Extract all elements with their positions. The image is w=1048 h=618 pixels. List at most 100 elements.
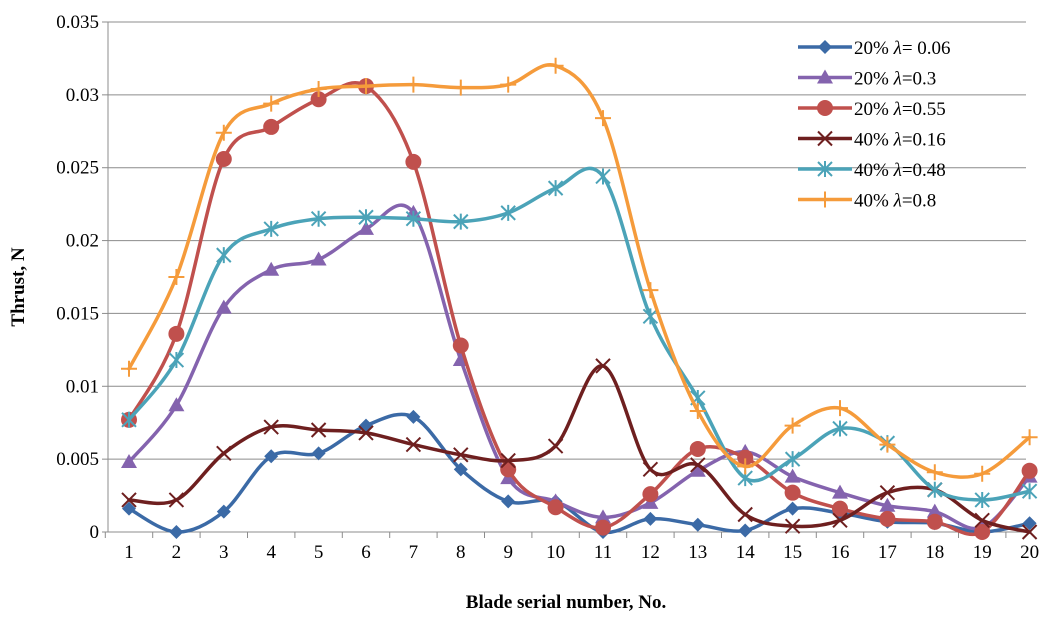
data-point <box>216 247 232 264</box>
legend-label: 20% λ= 0.06 <box>854 38 951 59</box>
data-point <box>453 213 469 230</box>
series-line <box>127 412 1032 535</box>
legend-marker <box>817 100 833 116</box>
data-point <box>121 360 137 377</box>
x-tick-label: 12 <box>641 542 660 563</box>
data-point <box>501 494 516 509</box>
data-point <box>974 465 991 482</box>
data-point <box>926 503 943 518</box>
series-5 <box>121 166 1038 508</box>
data-point <box>263 118 280 135</box>
data-point <box>168 269 185 285</box>
legend-entry: 40% λ=0.8 <box>798 191 936 212</box>
legend-entry: 40% λ=0.48 <box>798 160 946 181</box>
data-point <box>1021 462 1038 479</box>
data-point <box>405 436 422 453</box>
legend-label: 20% λ=0.3 <box>854 69 936 90</box>
data-point <box>784 417 801 434</box>
data-point <box>215 124 232 141</box>
y-tick-label: 0 <box>90 522 100 543</box>
data-point <box>832 400 848 417</box>
x-tick-label: 1 <box>124 542 134 563</box>
data-point <box>1021 524 1038 540</box>
data-point <box>595 168 611 185</box>
data-point <box>926 464 943 481</box>
data-point <box>642 308 659 325</box>
y-axis-title: Thrust, N <box>8 247 29 326</box>
data-point <box>310 91 327 108</box>
data-point <box>737 449 754 466</box>
data-point <box>263 261 280 276</box>
data-point <box>642 461 659 478</box>
legend-entry: 40% λ=0.16 <box>798 130 946 151</box>
y-tick-label: 0.015 <box>56 303 99 324</box>
data-point <box>121 492 137 508</box>
data-point <box>358 78 374 95</box>
x-tick-label: 20 <box>1020 542 1039 563</box>
data-point <box>784 518 801 534</box>
data-point <box>263 419 279 435</box>
data-point <box>500 461 517 478</box>
data-point <box>215 150 232 167</box>
data-point <box>452 337 469 354</box>
x-tick-label: 11 <box>594 542 612 563</box>
data-point <box>832 420 848 437</box>
data-point <box>595 110 611 127</box>
x-tick-label: 8 <box>456 542 466 563</box>
data-point <box>784 484 801 501</box>
data-point <box>689 403 706 420</box>
data-point <box>405 76 422 93</box>
legend-marker <box>817 161 833 177</box>
x-tick-label: 9 <box>503 542 513 563</box>
legend: 20% λ= 0.06 20% λ=0.3 20% λ=0.55 40% λ=0.16… <box>798 38 951 212</box>
data-point <box>974 512 990 529</box>
legend-marker <box>817 130 833 147</box>
data-point <box>168 397 185 412</box>
series-2 <box>121 203 1038 534</box>
data-point <box>737 506 753 523</box>
x-tick-label: 14 <box>736 542 756 563</box>
y-tick-label: 0.02 <box>66 231 99 252</box>
data-point <box>405 153 422 170</box>
data-point <box>832 500 848 517</box>
series-6 <box>121 57 1038 482</box>
series-4 <box>121 358 1038 540</box>
legend-label: 20% λ=0.55 <box>854 99 946 120</box>
data-point <box>974 524 991 540</box>
data-point <box>642 282 659 299</box>
data-point <box>1021 429 1038 446</box>
data-point <box>689 440 706 457</box>
data-point <box>643 511 658 526</box>
data-point <box>121 411 137 428</box>
legend-marker <box>817 69 833 84</box>
data-point <box>500 452 516 469</box>
data-point <box>310 81 327 98</box>
data-point <box>1021 483 1038 500</box>
x-tick-label: 15 <box>783 542 802 563</box>
legend-entry: 20% λ= 0.06 <box>798 38 951 59</box>
x-tick-label: 18 <box>925 542 944 563</box>
data-point <box>453 447 469 463</box>
data-point <box>690 457 706 473</box>
series-line <box>127 63 1032 479</box>
data-point <box>169 525 184 539</box>
x-axis-title: Blade serial number, No. <box>466 592 666 613</box>
data-point <box>689 462 706 477</box>
data-point <box>168 492 185 508</box>
data-point <box>263 220 279 237</box>
data-point <box>927 481 943 498</box>
data-point <box>500 204 516 221</box>
x-tick-label: 13 <box>688 542 707 563</box>
data-point <box>311 446 326 461</box>
data-point <box>879 510 896 527</box>
legend-entry: 20% λ=0.3 <box>798 69 936 90</box>
data-point <box>879 436 896 453</box>
x-tick-label: 4 <box>266 542 276 563</box>
data-point <box>595 358 611 374</box>
x-tick-label: 10 <box>546 542 565 563</box>
x-tick-label: 3 <box>219 542 229 563</box>
x-tick-label: 19 <box>973 542 992 563</box>
data-point <box>263 95 280 112</box>
y-tick-label: 0.025 <box>56 158 99 179</box>
x-tick-label: 5 <box>314 542 324 563</box>
